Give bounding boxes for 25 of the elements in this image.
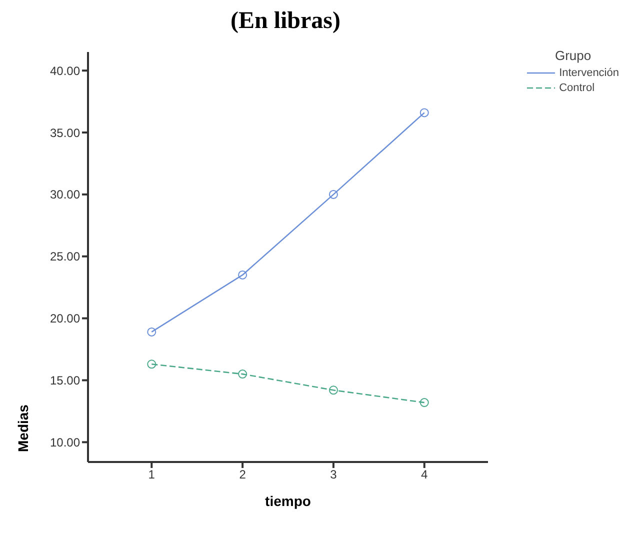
- point: [328, 386, 338, 395]
- point: [238, 270, 248, 280]
- x-tick-label: 4: [421, 468, 428, 482]
- y-tick-label: 15.00: [50, 374, 80, 388]
- legend-label: Intervención: [559, 67, 619, 79]
- y-tick-label: 40.00: [50, 64, 80, 78]
- chart-title: (En libras): [229, 8, 342, 36]
- y-tick-label: 25.00: [50, 250, 80, 264]
- x-tick-label: 3: [330, 468, 338, 482]
- x-tick-label: 2: [239, 468, 246, 482]
- point: [147, 327, 156, 336]
- legend-title: Grupo: [554, 48, 592, 63]
- y-tick-label: 10.00: [50, 435, 80, 450]
- point: [328, 190, 338, 199]
- point: [238, 370, 248, 379]
- x-tick-label: 1: [148, 468, 156, 482]
- point: [420, 108, 429, 118]
- y-tick-label: 30.00: [50, 188, 80, 202]
- point: [420, 398, 429, 408]
- y-tick-label: 35.00: [50, 126, 80, 140]
- y-axis-title: Medias: [15, 404, 31, 452]
- x-axis-title: tiempo: [265, 493, 311, 509]
- point: [147, 360, 156, 369]
- legend-label: Control: [559, 82, 595, 94]
- y-tick-label: 20.00: [50, 312, 80, 326]
